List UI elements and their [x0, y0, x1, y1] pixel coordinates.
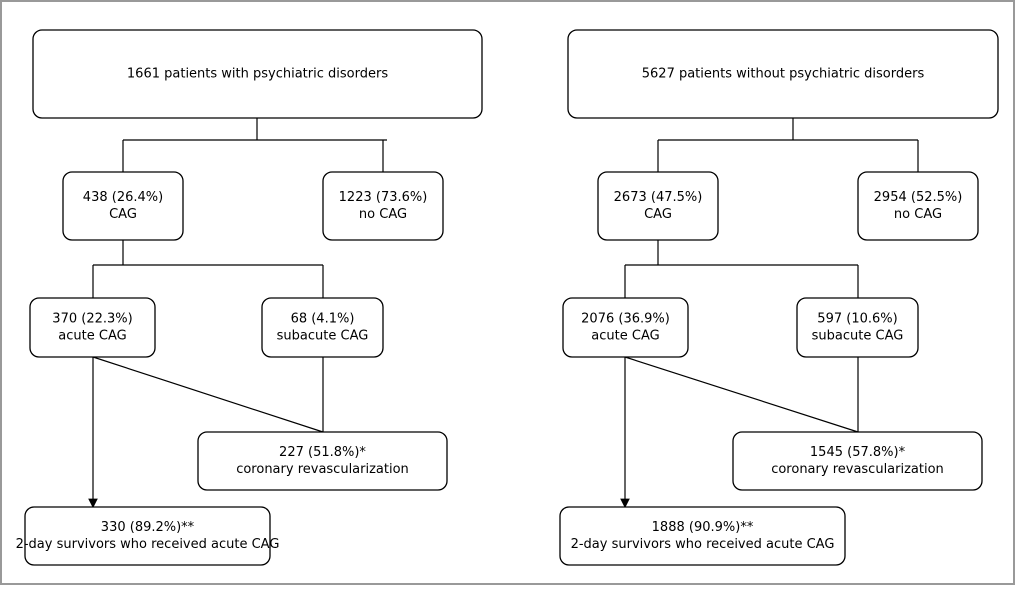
node-text: 2954 (52.5%) [874, 190, 963, 205]
node-box [62, 171, 184, 241]
node-box [857, 171, 979, 241]
node-text: 1888 (90.9%)** [652, 520, 754, 535]
node-text: 597 (10.6%) [817, 312, 897, 327]
node-text: CAG [109, 207, 137, 222]
node-text: 2-day survivors who received acute CAG [16, 537, 280, 552]
node-text: 438 (26.4%) [83, 190, 163, 205]
node-text: 1545 (57.8%)* [810, 445, 906, 460]
node-text: 2673 (47.5%) [614, 190, 703, 205]
node-text: 1223 (73.6%) [339, 190, 428, 205]
node-text: subacute CAG [277, 329, 369, 344]
node-text: acute CAG [58, 329, 126, 344]
node-text: subacute CAG [812, 329, 904, 344]
connector [624, 356, 859, 433]
node-text: 2-day survivors who received acute CAG [571, 537, 835, 552]
node-text: 68 (4.1%) [291, 312, 355, 327]
node-text: 370 (22.3%) [52, 312, 132, 327]
node-box [29, 297, 156, 358]
node-text: 330 (89.2%)** [101, 520, 195, 535]
node-text: 2076 (36.9%) [581, 312, 670, 327]
node-text: coronary revascularization [236, 462, 409, 477]
node-text: no CAG [359, 207, 407, 222]
node-box [567, 29, 999, 119]
node-box [197, 431, 448, 491]
node-box [32, 29, 483, 119]
node-box [24, 506, 271, 566]
node-box [562, 297, 689, 358]
connector [92, 356, 324, 433]
node-text: acute CAG [591, 329, 659, 344]
node-box [796, 297, 919, 358]
node-text: 1661 patients with psychiatric disorders [127, 67, 388, 82]
node-text: coronary revascularization [771, 462, 944, 477]
node-box [597, 171, 719, 241]
node-box [261, 297, 384, 358]
node-text: no CAG [894, 207, 942, 222]
node-box [732, 431, 983, 491]
node-text: CAG [644, 207, 672, 222]
node-box [322, 171, 444, 241]
node-box [559, 506, 846, 566]
node-text: 5627 patients without psychiatric disord… [642, 67, 925, 82]
node-text: 227 (51.8%)* [279, 445, 366, 460]
